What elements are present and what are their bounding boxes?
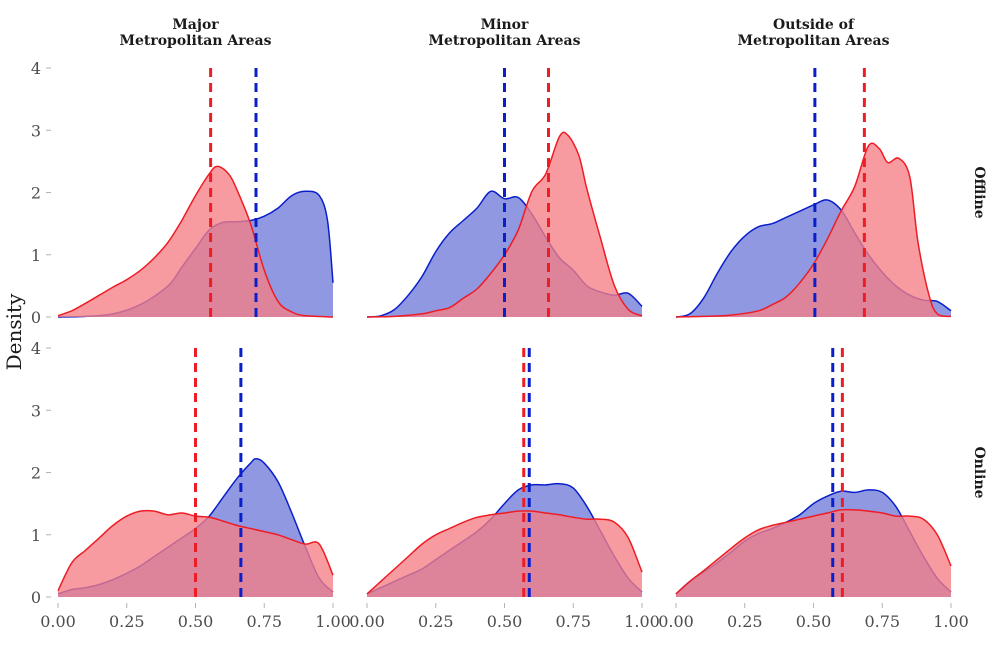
y-tick-label: 3 xyxy=(31,401,41,420)
x-tick-label: 0.50 xyxy=(796,612,832,631)
panel-offline-minor-metropolitan-areas xyxy=(366,68,643,318)
y-tick-label: 1 xyxy=(31,526,41,545)
red-density-area xyxy=(676,509,951,597)
x-tick-label: 0.25 xyxy=(727,612,763,631)
x-tick-label: 1.00 xyxy=(624,612,660,631)
red-density-area xyxy=(58,166,333,317)
red-density-curve xyxy=(366,510,643,595)
x-tick-label: 0.75 xyxy=(246,612,282,631)
x-tick-label: 0.75 xyxy=(864,612,900,631)
panel-online-major-metropolitan-areas xyxy=(57,348,334,597)
red-density-curve xyxy=(675,508,952,595)
column-strip-label: Minor xyxy=(481,17,529,33)
panel-offline-major-metropolitan-areas xyxy=(57,68,334,318)
panel-offline-outside-of-metropolitan-areas xyxy=(675,68,952,318)
x-tick-label: 0.25 xyxy=(109,612,145,631)
x-axis: 0.00 0.25 0.50 0.75 1.000.00 0.25 0.50 0.75 1.00… xyxy=(40,603,969,631)
x-tick-label: 1.00 xyxy=(933,612,969,631)
x-tick-label: 1.00 xyxy=(315,612,351,631)
red-density-curve xyxy=(675,142,952,318)
red-density-area xyxy=(367,132,642,317)
x-tick-label: 0.25 xyxy=(418,612,454,631)
panel-online-outside-of-metropolitan-areas xyxy=(675,348,952,597)
y-tick-label: 4 xyxy=(31,339,41,358)
panel-grid xyxy=(57,68,952,597)
y-axis-title: Density xyxy=(2,293,26,370)
column-strip-label: Major xyxy=(172,17,219,33)
y-tick-label: 4 xyxy=(31,59,41,78)
y-tick-label: 0 xyxy=(31,588,41,607)
x-tick-label: 0.00 xyxy=(349,612,385,631)
x-tick-label: 0.75 xyxy=(555,612,591,631)
column-strip-label: Outside of xyxy=(773,17,855,33)
row-strip-label: Offline xyxy=(971,166,987,218)
column-strip-label: Metropolitan Areas xyxy=(428,33,580,49)
x-tick-label: 0.50 xyxy=(487,612,523,631)
row-strip-label: Online xyxy=(971,446,987,498)
red-density-area xyxy=(676,143,951,317)
column-strip-label: Metropolitan Areas xyxy=(737,33,889,49)
row-strip-labels: Offline Online xyxy=(971,166,987,498)
y-tick-label: 0 xyxy=(31,308,41,327)
red-density-area xyxy=(367,510,642,597)
x-tick-label: 0.00 xyxy=(40,612,76,631)
column-strip-label: Metropolitan Areas xyxy=(119,33,271,49)
y-tick-label: 1 xyxy=(31,246,41,265)
x-tick-label: 0.00 xyxy=(658,612,694,631)
y-tick-label: 3 xyxy=(31,121,41,140)
y-tick-label: 2 xyxy=(31,464,41,483)
x-tick-label: 0.50 xyxy=(178,612,214,631)
y-tick-label: 2 xyxy=(31,184,41,203)
y-axes: 0 1 2 3 4 0 1 2 3 4 xyxy=(31,59,51,607)
panel-online-minor-metropolitan-areas xyxy=(366,348,643,597)
red-density-curve xyxy=(57,165,334,318)
red-density-curve xyxy=(366,131,643,318)
